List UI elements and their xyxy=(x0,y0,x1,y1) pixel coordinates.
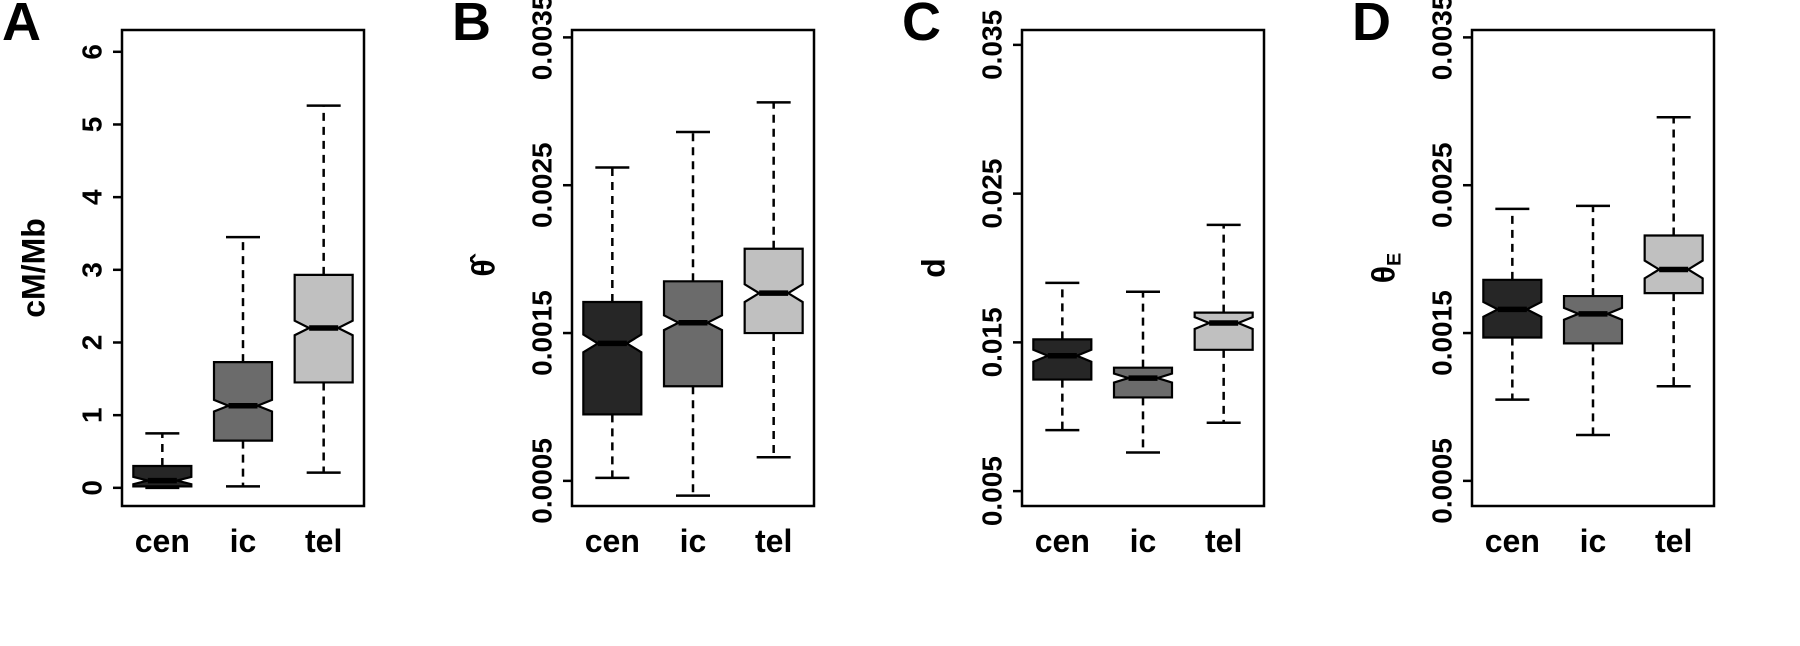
x-category-label: ic xyxy=(680,523,707,559)
x-category-label: tel xyxy=(1205,523,1242,559)
boxplot-chart-d: 0.0005 0.0015 0.0025 0.0035 cen ic tel xyxy=(1426,0,1716,559)
y-tick-label: 0.0015 xyxy=(1426,290,1457,376)
x-category-label: cen xyxy=(135,523,190,559)
panel-letter-c: C xyxy=(902,0,941,52)
y-tick-label: 2 xyxy=(76,335,107,351)
x-category-label: tel xyxy=(755,523,792,559)
box-cen xyxy=(1032,338,1093,381)
panel-letter-a: A xyxy=(2,0,41,52)
x-category-label: cen xyxy=(1485,523,1540,559)
panel-c: C d 0.005 0.015 0.025 0.035 cen ic tel xyxy=(900,0,1350,646)
y-tick-label: 6 xyxy=(76,44,107,60)
box-cen xyxy=(132,464,193,488)
box-ic xyxy=(662,280,724,388)
box-ic xyxy=(1562,294,1624,345)
x-category-label: cen xyxy=(585,523,640,559)
y-tick-label: 0.0035 xyxy=(1426,0,1457,80)
panel-letter-d: D xyxy=(1352,0,1391,52)
panel-letter-b: B xyxy=(452,0,491,52)
y-tick-label: 0.0005 xyxy=(1426,438,1457,524)
plot-border xyxy=(120,28,366,508)
y-tick-label: 0.0025 xyxy=(526,142,557,228)
x-category-label: ic xyxy=(1130,523,1157,559)
y-tick-label: 0 xyxy=(76,480,107,496)
y-tick-label: 0.005 xyxy=(976,456,1007,526)
y-tick-label: 0.0035 xyxy=(526,0,557,80)
plot-border xyxy=(570,28,816,508)
y-tick-label: 0.0005 xyxy=(526,438,557,524)
box-ic xyxy=(212,361,274,442)
plot-border xyxy=(1020,28,1266,508)
boxplot-chart-c: 0.005 0.015 0.025 0.035 cen ic tel xyxy=(976,10,1266,559)
panel-a: A cM/Mb 0 1 2 3 4 5 6 cen ic tel xyxy=(0,0,450,646)
box-cen xyxy=(582,300,643,416)
y-tick-label: 0.0025 xyxy=(1426,142,1457,228)
plot-border xyxy=(1470,28,1716,508)
y-tick-label: 0.035 xyxy=(976,10,1007,80)
boxplot-chart-a: 0 1 2 3 4 5 6 cen ic tel xyxy=(76,28,366,559)
y-tick-label: 5 xyxy=(76,117,107,133)
y-tick-label: 4 xyxy=(76,189,107,205)
x-category-label: ic xyxy=(1580,523,1607,559)
x-category-label: tel xyxy=(1655,523,1692,559)
panel-b: B θ̂ 0.0005 0.0015 0.0025 0.0035 cen ic tel xyxy=(450,0,900,646)
box-tel xyxy=(1643,234,1704,295)
x-category-label: tel xyxy=(305,523,342,559)
x-category-label: ic xyxy=(230,523,257,559)
y-tick-label: 0.015 xyxy=(976,307,1007,377)
box-tel xyxy=(1193,311,1254,351)
box-ic xyxy=(1112,366,1174,399)
boxplot-chart-b: 0.0005 0.0015 0.0025 0.0035 cen ic tel xyxy=(526,0,816,559)
y-tick-label: 3 xyxy=(76,262,107,278)
y-tick-label: 0.0015 xyxy=(526,290,557,376)
panel-d: D θE 0.0005 0.0015 0.0025 0.0035 cen ic tel xyxy=(1350,0,1800,646)
x-category-label: cen xyxy=(1035,523,1090,559)
y-tick-label: 0.025 xyxy=(976,159,1007,229)
y-tick-label: 1 xyxy=(76,407,107,423)
